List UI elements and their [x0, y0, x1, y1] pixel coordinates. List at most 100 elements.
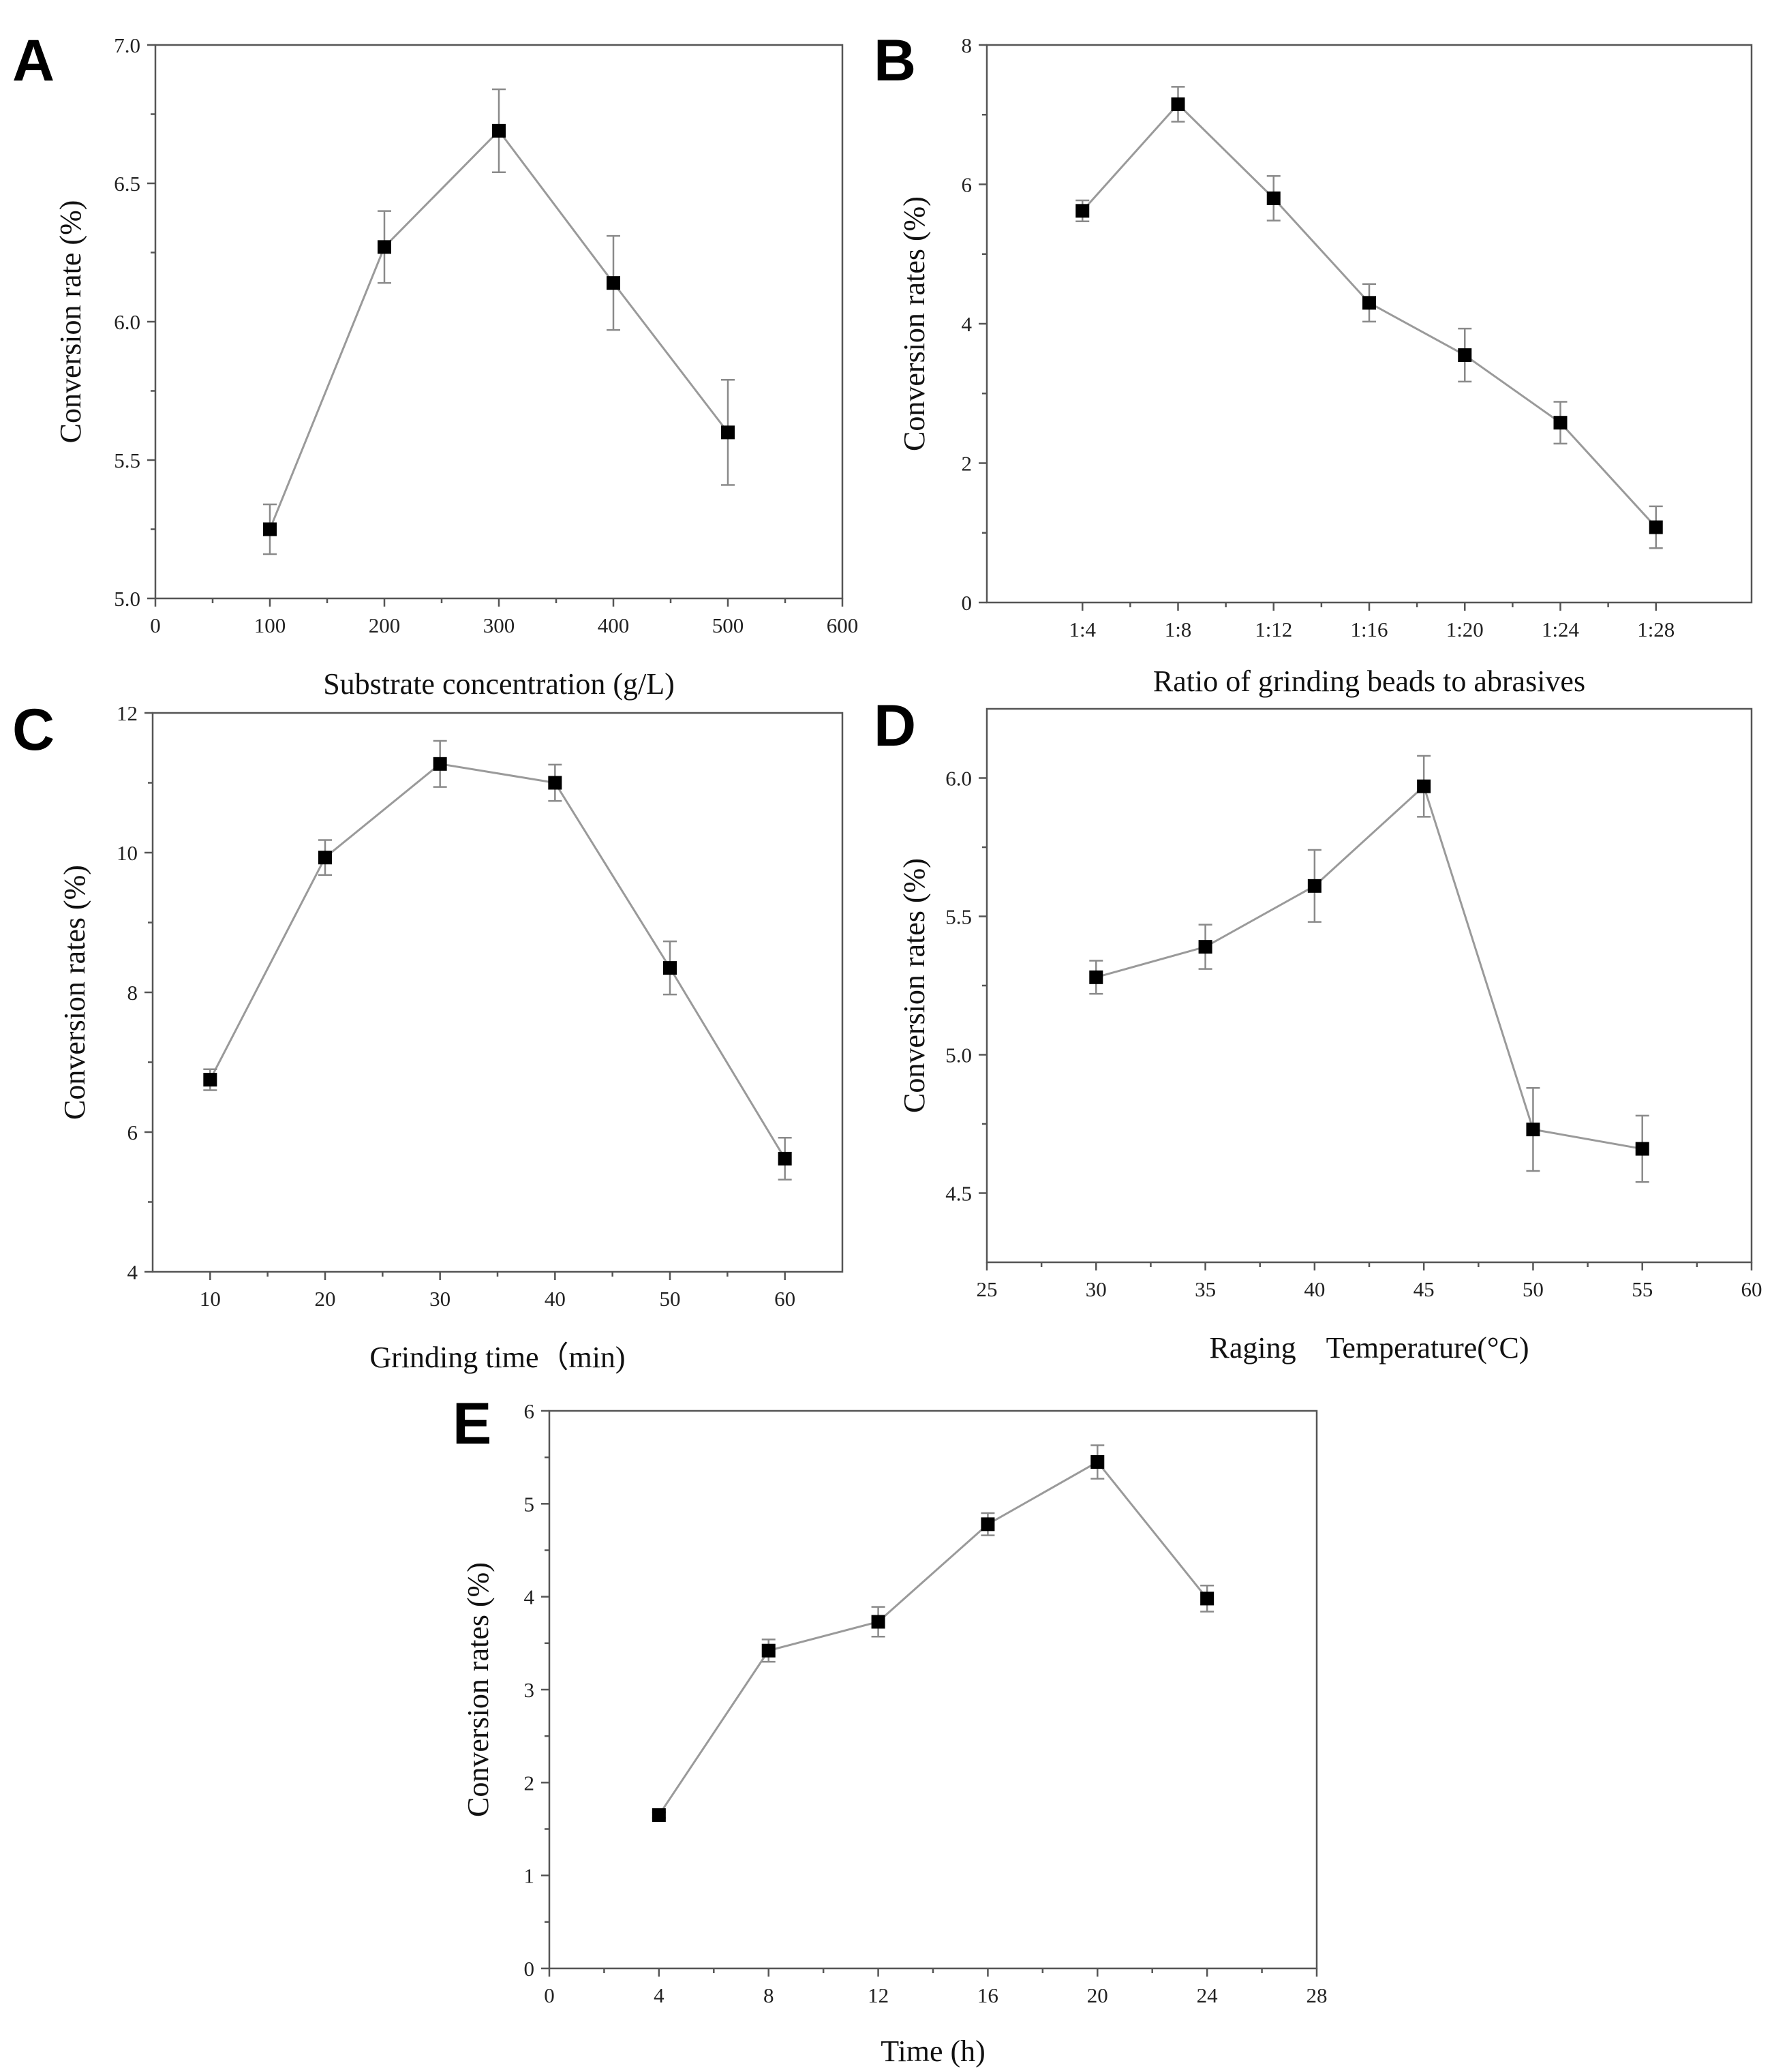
x-tick-label: 1:28 [1637, 618, 1675, 641]
x-tick-label: 60 [774, 1287, 795, 1311]
data-point [721, 425, 735, 440]
x-tick-label: 300 [483, 613, 515, 637]
chart-panel-d: D 25 30 35 40 45 50 55 60 4.5 5.0 5.5 6.0 Raging Temp… [874, 693, 1762, 1365]
data-point [1417, 779, 1431, 793]
y-tick-label: 12 [117, 701, 138, 725]
y-tick-label: 2 [524, 1771, 535, 1795]
y-axis-label: Conversion rate (%) [54, 200, 87, 444]
x-tick-label: 4 [654, 1983, 664, 2007]
x-axis-label: Grinding time（min) [369, 1341, 625, 1374]
data-point [433, 757, 447, 771]
x-tick-label: 1:20 [1446, 618, 1484, 641]
data-point [1526, 1123, 1540, 1137]
data-point [981, 1517, 995, 1532]
data-point [318, 851, 332, 865]
data-point [1198, 940, 1212, 954]
x-tick-label: 45 [1414, 1277, 1435, 1301]
y-tick-label: 10 [117, 841, 138, 865]
y-tick-label: 5.0 [114, 587, 140, 611]
data-point [1635, 1142, 1649, 1156]
y-tick-label: 6 [524, 1399, 535, 1423]
y-tick-label: 3 [524, 1678, 535, 1702]
y-tick-label: 4 [962, 312, 973, 336]
y-tick-label: 1 [524, 1864, 535, 1888]
x-tick-label: 60 [1741, 1277, 1762, 1301]
x-tick-label: 20 [1087, 1983, 1108, 2007]
y-tick-label: 6 [962, 173, 973, 197]
x-tick-label: 40 [1304, 1277, 1325, 1301]
chart-panel-b: B 1:4 1:8 1:12 1:16 1:20 1:24 1:28 0 2 4 6 8 Ratio of… [874, 28, 1753, 698]
data-point [871, 1615, 885, 1629]
panel-letter: B [874, 28, 916, 93]
y-tick-label: 6.5 [114, 172, 140, 196]
y-tick-label: 0 [524, 1957, 535, 1981]
y-axis-label: Conversion rates (%) [898, 196, 931, 451]
x-axis-label: Time (h) [881, 2035, 986, 2068]
x-axis-label: Ratio of grinding beads to abrasives [1153, 665, 1585, 698]
x-tick-label: 1:16 [1350, 618, 1388, 641]
panel-letter: A [12, 28, 55, 93]
data-point [663, 961, 677, 975]
series-line [658, 1461, 1208, 1816]
y-tick-label: 4.5 [945, 1182, 972, 1206]
y-tick-label: 6 [127, 1121, 138, 1144]
x-tick-label: 500 [712, 613, 744, 637]
x-axis-label: Raging Temperature(°C) [1209, 1331, 1529, 1365]
data-point [1307, 879, 1322, 893]
y-tick-label: 5 [524, 1492, 535, 1516]
data-point [652, 1808, 666, 1823]
x-tick-label: 25 [977, 1277, 998, 1301]
x-tick-label: 16 [977, 1983, 998, 2007]
data-point [492, 123, 506, 138]
plot-frame [548, 1410, 1318, 1970]
y-tick-label: 4 [127, 1260, 138, 1284]
data-point [1171, 97, 1185, 111]
data-point [1075, 204, 1090, 218]
y-tick-label: 2 [962, 452, 973, 476]
x-axis-label: Substrate concentration (g/L) [323, 667, 675, 701]
data-point [203, 1073, 217, 1087]
y-tick-label: 8 [962, 33, 973, 57]
chart-panel-a: A 0 100 200 300 400 500 600 5.0 5.5 6.0 6.5 7.0 Subst… [12, 28, 858, 701]
x-tick-label: 28 [1307, 1983, 1328, 2007]
y-tick-label: 0 [962, 591, 973, 615]
y-tick-label: 8 [127, 981, 138, 1005]
x-tick-label: 10 [200, 1287, 221, 1311]
x-tick-label: 40 [545, 1287, 566, 1311]
x-tick-label: 30 [1086, 1277, 1107, 1301]
series-line [1095, 784, 1643, 1151]
y-tick-label: 4 [524, 1585, 535, 1609]
panel-letter: E [453, 1391, 491, 1457]
data-point [548, 776, 562, 790]
y-tick-label: 7.0 [114, 33, 140, 57]
x-tick-label: 200 [369, 613, 401, 637]
x-tick-label: 0 [544, 1983, 555, 2007]
y-tick-label: 6.0 [945, 767, 972, 791]
x-tick-label: 24 [1197, 1983, 1219, 2007]
data-point [1089, 970, 1103, 984]
x-tick-label: 12 [868, 1983, 889, 2007]
y-tick-label: 5.5 [945, 905, 972, 929]
data-point [1200, 1591, 1215, 1606]
x-tick-label: 600 [827, 613, 859, 637]
x-tick-label: 50 [660, 1287, 681, 1311]
x-tick-label: 30 [429, 1287, 450, 1311]
x-tick-label: 400 [598, 613, 630, 637]
data-point [1090, 1454, 1105, 1469]
data-point [1649, 520, 1663, 534]
panel-letter: C [12, 697, 55, 763]
x-tick-label: 55 [1632, 1277, 1653, 1301]
y-tick-label: 5.5 [114, 448, 140, 472]
y-tick-label: 5.0 [945, 1043, 972, 1067]
chart-panel-c: C 10 20 30 40 50 60 4 6 8 10 12 Grinding time（min) Co… [12, 697, 844, 1374]
series-line [269, 129, 729, 530]
data-point [1553, 416, 1568, 430]
x-tick-label: 8 [763, 1983, 774, 2007]
data-point [1362, 296, 1376, 310]
x-tick-label: 1:8 [1165, 618, 1192, 641]
x-tick-label: 35 [1195, 1277, 1216, 1301]
panel-letter: D [874, 693, 916, 759]
x-tick-label: 1:24 [1542, 618, 1580, 641]
data-point [263, 522, 277, 536]
